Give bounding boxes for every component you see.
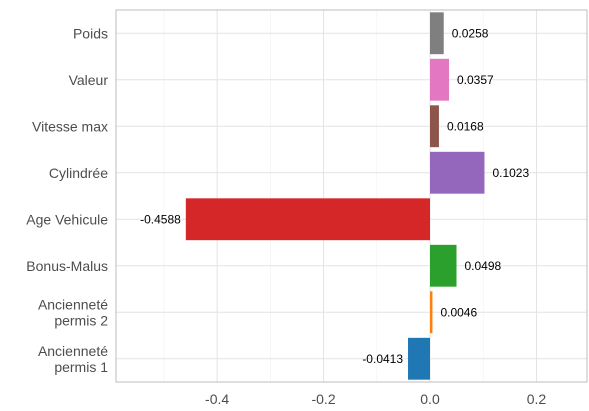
- bar: [430, 291, 433, 334]
- data-label: -0.0413: [362, 352, 403, 366]
- data-label: 0.1023: [492, 166, 529, 180]
- data-label: 0.0168: [447, 119, 484, 133]
- bar: [430, 244, 457, 287]
- y-tick-label: Ancienneté permis 1: [38, 343, 108, 375]
- data-label: 0.0498: [465, 259, 502, 273]
- y-tick-label: Vitesse max: [32, 118, 108, 134]
- x-tick-label: -0.2: [311, 391, 335, 407]
- data-label: 0.0258: [452, 26, 489, 40]
- data-labels: 0.0258 0.0357 0.0168 0.1023 -0.4588 0.0498 0.0…: [140, 26, 529, 366]
- y-tick-label: Ancienneté permis 2: [38, 296, 108, 328]
- bar: [430, 151, 485, 194]
- x-tick-label: 0.2: [527, 391, 547, 407]
- data-label: 0.0357: [457, 73, 494, 87]
- y-tick-label: Valeur: [69, 72, 109, 88]
- y-tick-label: Age Vehicule: [26, 211, 108, 227]
- y-axis-labels: Poids Valeur Vitesse max Cylindrée Age Vehic…: [26, 25, 108, 375]
- bar: [408, 337, 430, 380]
- y-tick-label: Poids: [73, 25, 108, 41]
- bar: [430, 12, 444, 55]
- bar: [430, 105, 439, 148]
- y-tick-label: Bonus-Malus: [26, 258, 108, 274]
- x-tick-label: -0.4: [205, 391, 229, 407]
- plot-border: [115, 9, 588, 383]
- y-tick-label: Cylindrée: [49, 165, 108, 181]
- data-label: 0.0046: [440, 305, 477, 319]
- bar: [430, 58, 449, 101]
- grid: [116, 10, 587, 382]
- bar: [185, 198, 430, 241]
- x-axis-labels: -0.4 -0.2 0.0 0.2: [205, 391, 546, 407]
- x-tick-label: 0.0: [420, 391, 440, 407]
- data-label: -0.4588: [140, 212, 181, 226]
- bars: [185, 12, 485, 380]
